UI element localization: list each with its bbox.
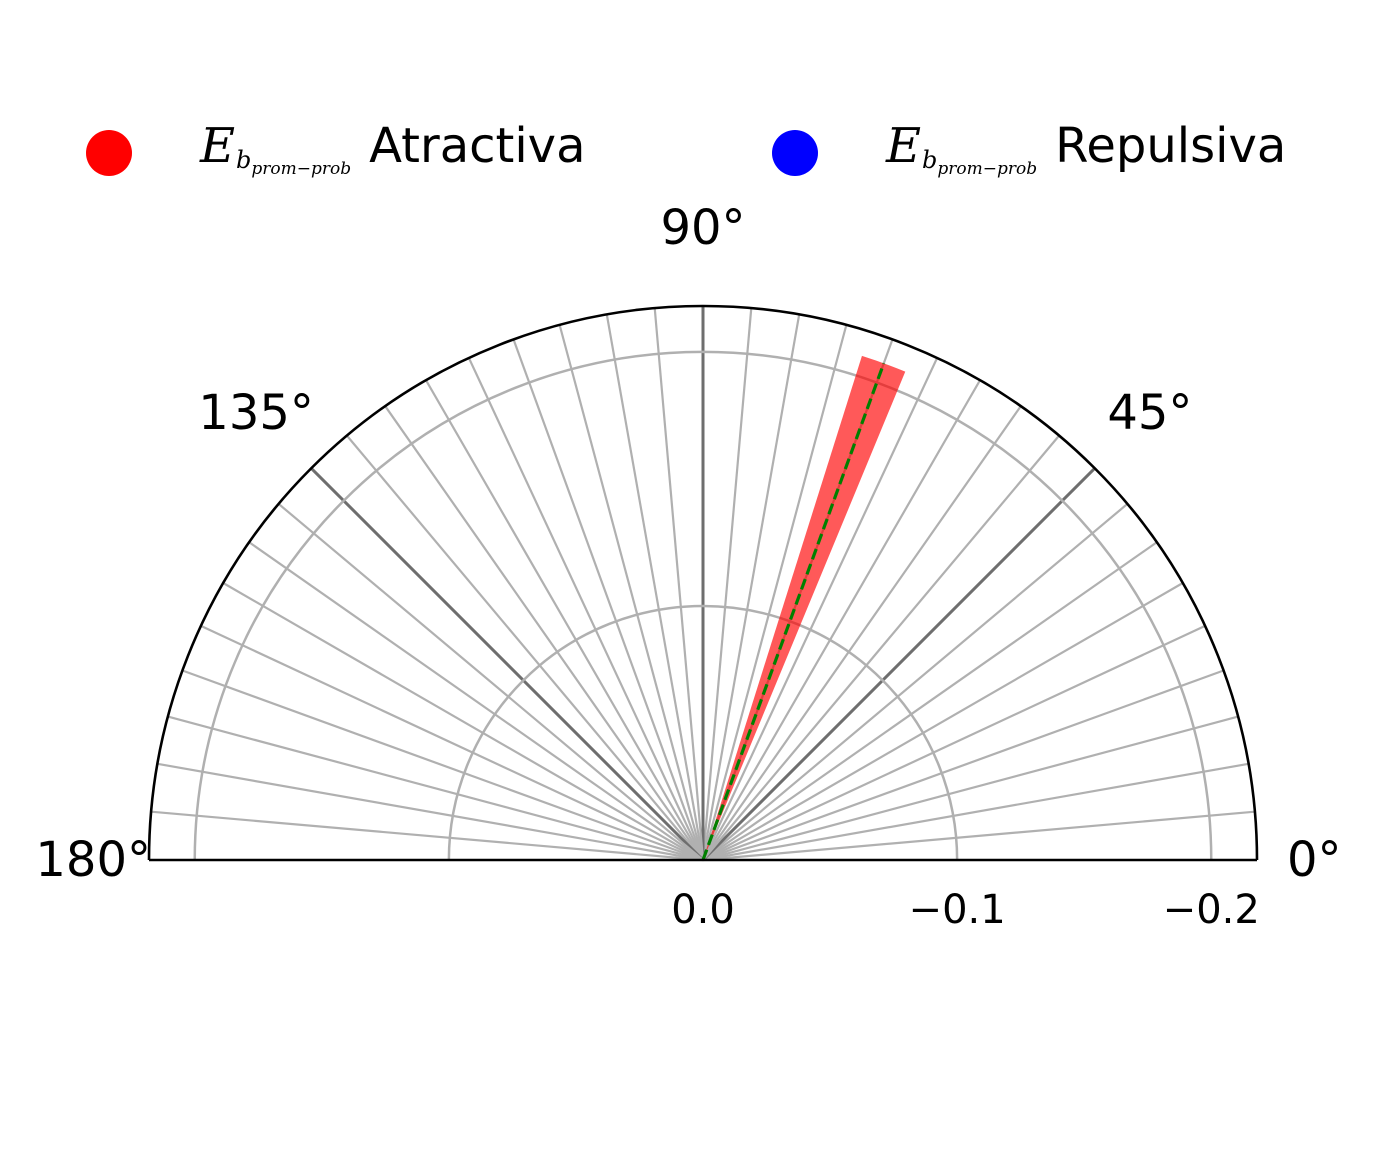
theta-gridline-145 xyxy=(248,541,704,861)
theta-tick-label-45: 45° xyxy=(1107,385,1192,441)
legend-label-repulsiva: Repulsiva xyxy=(1055,118,1287,174)
radial-tick-label-1: −0.1 xyxy=(909,887,1006,933)
theta-tick-label-135: 135° xyxy=(198,385,314,441)
legend: E bprom−prob Atractiva E bprom−prob Repu… xyxy=(0,118,1397,198)
radial-gridline-neg0.2 xyxy=(193,350,1213,861)
theta-gridline-150 xyxy=(222,582,704,861)
reference-line xyxy=(701,362,886,861)
legend-symbol: E xyxy=(200,118,236,174)
theta-gridline-5 xyxy=(702,810,1255,862)
theta-gridline-40 xyxy=(702,503,1129,861)
legend-subscript: bprom−prob xyxy=(922,146,1037,179)
theta-gridline-175 xyxy=(151,810,704,862)
theta-gridline-165 xyxy=(167,715,704,862)
theta-gridline-35 xyxy=(702,541,1158,861)
theta-gridline-160 xyxy=(182,669,704,862)
theta-gridline-25 xyxy=(702,624,1206,861)
theta-gridline-55 xyxy=(702,405,1022,861)
theta-gridline-120 xyxy=(425,379,704,861)
theta-gridline-85 xyxy=(701,308,753,861)
theta-gridline-65 xyxy=(702,357,939,861)
theta-gridline-100 xyxy=(605,314,705,861)
legend-item-atractiva: E bprom−prob Atractiva xyxy=(86,118,585,190)
legend-label-atractiva: Atractiva xyxy=(369,118,586,174)
legend-symbol: E xyxy=(886,118,922,174)
legend-subscript-b: b xyxy=(236,146,252,174)
outer-arc xyxy=(147,304,1259,861)
theta-gridline-115 xyxy=(467,357,704,861)
legend-subsubscript: prom−prob xyxy=(937,159,1038,179)
theta-gridline-105 xyxy=(558,324,705,861)
theta-gridline-30 xyxy=(702,582,1184,861)
theta-gridline-140 xyxy=(277,503,704,861)
bars-layer xyxy=(703,355,906,860)
theta-gridline-45 xyxy=(701,467,1096,862)
theta-gridline-130 xyxy=(346,434,704,861)
theta-gridline-80 xyxy=(701,314,801,861)
theta-gridline-155 xyxy=(200,624,704,861)
grid-layer xyxy=(151,306,1255,862)
frame-layer xyxy=(147,304,1259,862)
theta-gridline-135 xyxy=(310,467,705,862)
reference-line-layer xyxy=(701,362,886,861)
legend-subsubscript: prom−prob xyxy=(251,159,352,179)
legend-item-repulsiva: E bprom−prob Repulsiva xyxy=(772,118,1286,190)
theta-gridline-20 xyxy=(702,669,1224,862)
theta-gridline-125 xyxy=(384,405,704,861)
theta-tick-label-90: 90° xyxy=(660,200,745,256)
legend-marker-repulsiva xyxy=(772,130,818,176)
bar-series0-0 xyxy=(703,355,906,860)
theta-gridline-50 xyxy=(702,434,1060,861)
legend-subscript: bprom−prob xyxy=(236,146,351,179)
theta-gridline-75 xyxy=(701,324,848,861)
radial-tick-label-2: −0.2 xyxy=(1163,887,1260,933)
theta-gridline-170 xyxy=(157,762,704,862)
legend-marker-atractiva xyxy=(86,130,132,176)
theta-gridline-15 xyxy=(702,715,1239,862)
radial-gridline-neg0.1 xyxy=(447,604,959,861)
theta-gridline-60 xyxy=(702,379,981,861)
theta-tick-label-0: 0° xyxy=(1287,832,1342,888)
radial-tick-label-0: 0.0 xyxy=(671,887,735,933)
legend-subscript-b: b xyxy=(922,146,938,174)
theta-gridline-110 xyxy=(512,339,705,861)
theta-gridline-95 xyxy=(653,308,705,861)
labels-layer: 0° 45° 90° 135° 180° 0.0 −0.1 −0.2 xyxy=(35,200,1341,933)
theta-gridline-10 xyxy=(702,762,1249,862)
theta-tick-label-180: 180° xyxy=(35,832,151,888)
